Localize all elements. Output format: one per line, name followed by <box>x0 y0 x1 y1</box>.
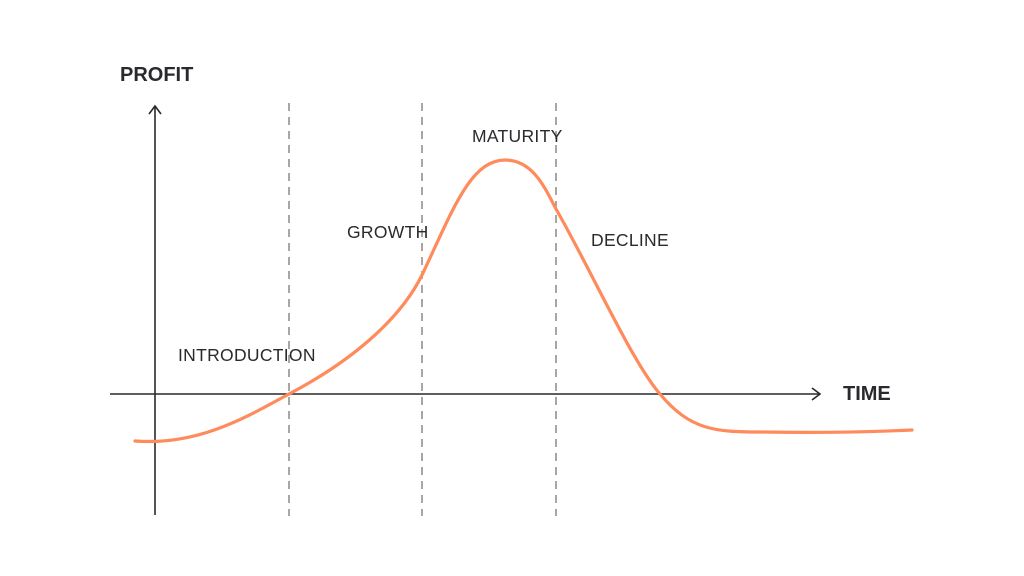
stage-label-decline: DECLINE <box>591 230 669 250</box>
stage-label-introduction: INTRODUCTION <box>178 345 316 365</box>
x-axis <box>110 387 822 401</box>
x-axis-label: TIME <box>843 383 891 405</box>
x-axis-arrow-icon <box>811 387 822 401</box>
stage-label-maturity: MATURITY <box>472 126 563 146</box>
y-axis-label: PROFIT <box>120 64 193 86</box>
y-axis-arrow-icon <box>148 104 162 115</box>
y-axis <box>148 104 162 515</box>
stage-label-growth: GROWTH <box>347 222 429 242</box>
profit-curve <box>133 158 914 444</box>
